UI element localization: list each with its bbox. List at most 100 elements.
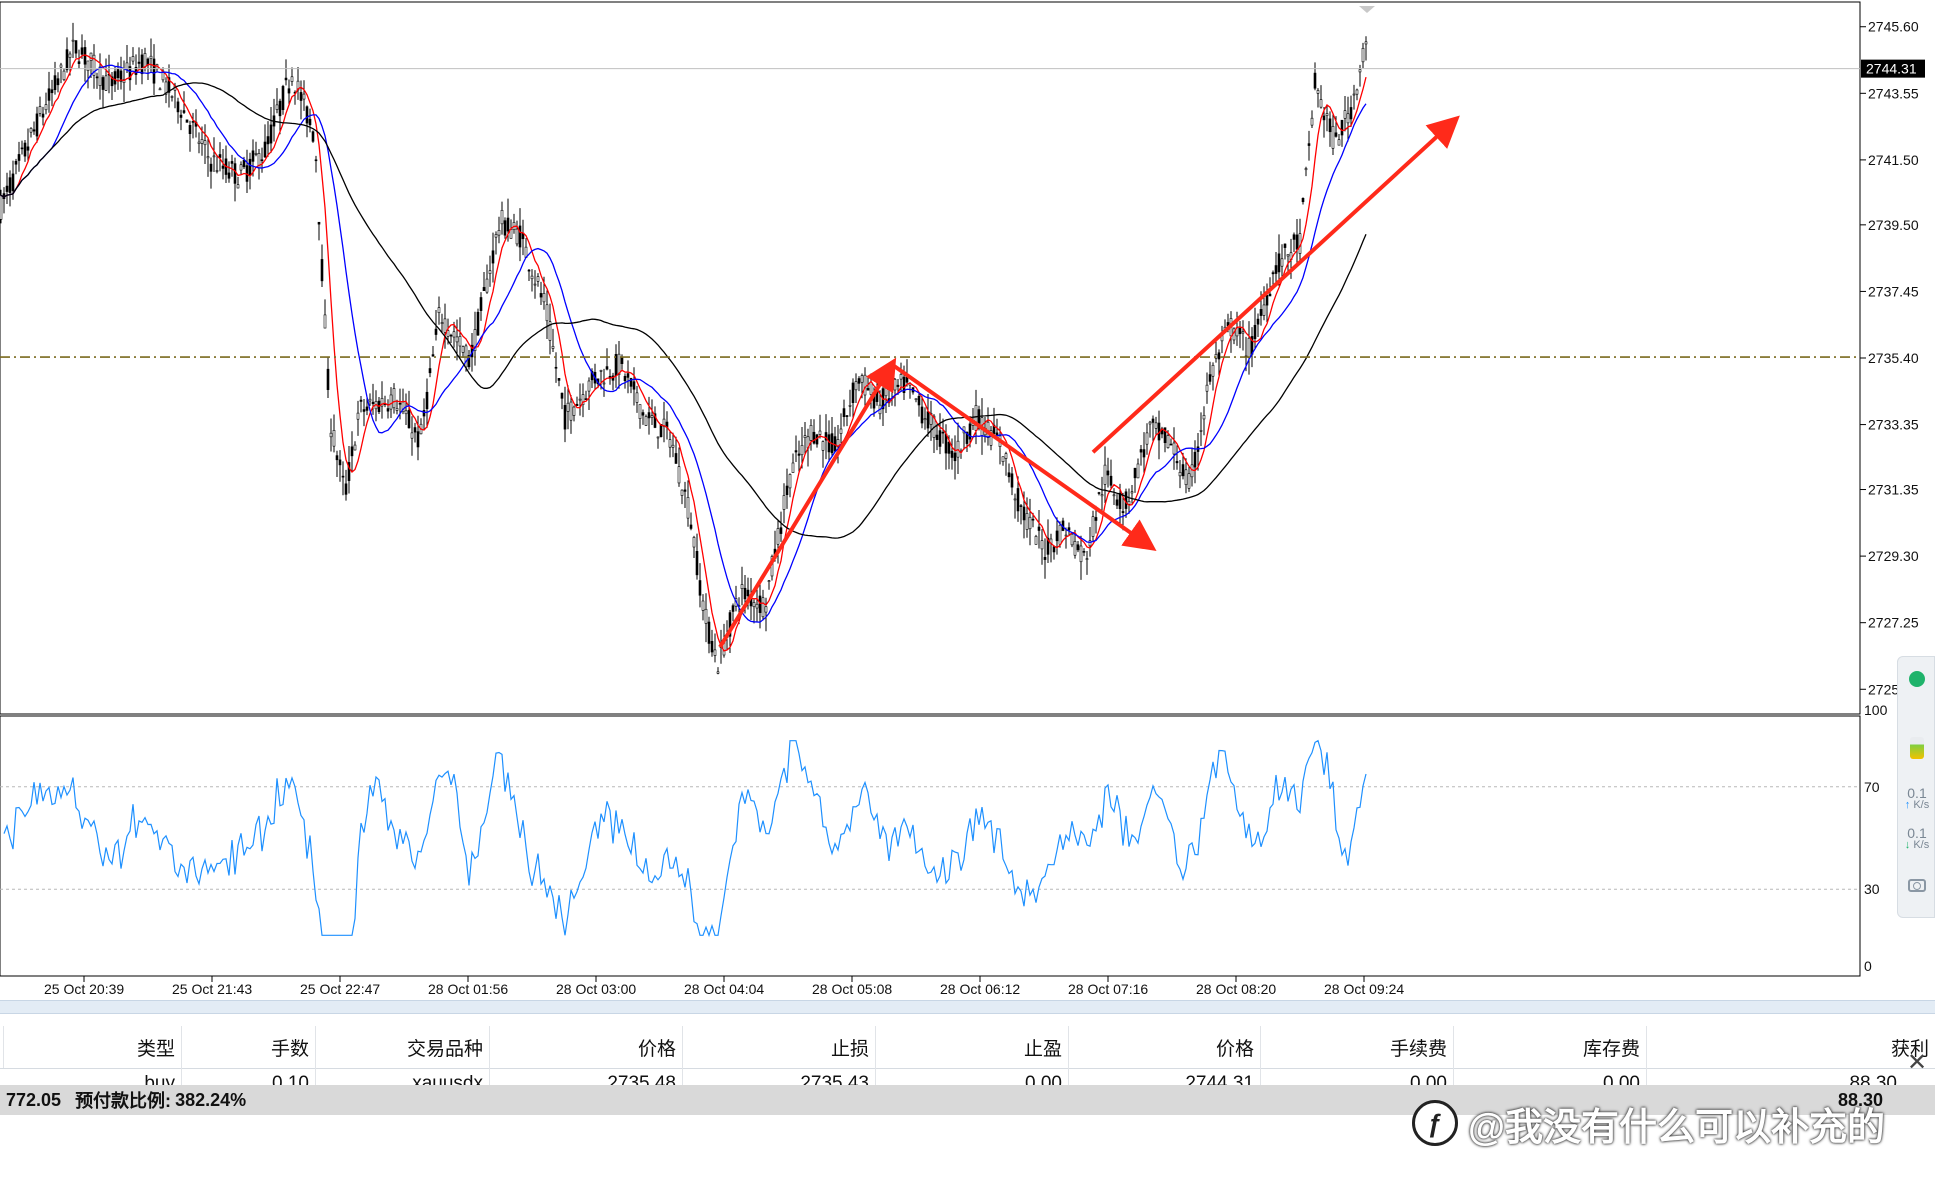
time-tick-label: 28 Oct 09:24 (1324, 981, 1404, 997)
candle-body (437, 307, 441, 313)
shift-marker-icon[interactable] (1359, 6, 1375, 13)
indicator-panel[interactable] (0, 715, 1861, 977)
signal-strength-icon[interactable] (1902, 737, 1932, 759)
candle-body (74, 40, 78, 54)
col-header-open-price[interactable]: 价格 (490, 1026, 683, 1068)
candle-body (1172, 442, 1176, 455)
col-header-volume[interactable]: 手数 (182, 1026, 316, 1068)
candle-body (812, 431, 816, 444)
time-tick-label: 28 Oct 07:16 (1068, 981, 1148, 997)
col-header-sl[interactable]: 止损 (683, 1026, 876, 1068)
price-tick-label: 2737.45 (1868, 283, 1919, 299)
candle-body (362, 409, 366, 412)
candle-body (698, 580, 702, 596)
candle-body (518, 225, 522, 248)
col-header-price[interactable]: 价格 (1069, 1026, 1261, 1068)
screenshot-camera-icon[interactable] (1902, 879, 1932, 892)
time-tick-label: 25 Oct 20:39 (44, 981, 124, 997)
time-tick-label: 28 Oct 05:08 (812, 981, 892, 997)
col-header-commission[interactable]: 手续费 (1261, 1026, 1454, 1068)
candle-body (422, 410, 426, 417)
candle-body (692, 537, 696, 548)
candle-body (443, 318, 447, 333)
candle-body (890, 387, 894, 391)
col-header-profit[interactable]: 获利 (1890, 1038, 1929, 1060)
candle-body (1280, 258, 1284, 267)
candle-body (227, 172, 231, 179)
candle-body (632, 381, 636, 390)
candle-body (1205, 384, 1209, 392)
candle-body (425, 391, 429, 410)
upload-rate-value: 0.1 (1907, 785, 1927, 801)
candle-body (947, 441, 951, 454)
candle-body (479, 297, 483, 311)
candle-body (1076, 544, 1080, 551)
candle-body (29, 128, 33, 133)
candle-body (371, 401, 375, 405)
candle-body (431, 354, 435, 357)
candle-body (251, 150, 255, 162)
candle-body (1034, 536, 1038, 545)
col-header-symbol[interactable]: 交易品种 (316, 1026, 490, 1068)
candle-body (1145, 432, 1149, 445)
panel-splitter[interactable] (0, 1000, 1935, 1014)
candle-body (308, 118, 312, 126)
candle-body (713, 649, 717, 656)
price-tick-label: 2735.40 (1868, 350, 1919, 366)
candle-body (530, 275, 534, 280)
candle-body (1040, 540, 1044, 550)
candle-body (1097, 492, 1101, 494)
candle-body (281, 86, 285, 111)
candle-body (1079, 545, 1083, 563)
close-position-icon[interactable]: ✕ (1906, 1049, 1928, 1076)
candle-body (35, 113, 39, 137)
balance-fragment: 772.05 (6, 1089, 62, 1110)
candle-body (1085, 558, 1089, 560)
candle-body (1058, 524, 1062, 545)
candle-body (1148, 421, 1152, 425)
candle-body (746, 589, 750, 597)
chart-area[interactable]: 2745.60 2743.55 2741.50 2739.50 2737.45 2735.… (0, 0, 1935, 1000)
candle-body (77, 61, 81, 64)
col-header-tp[interactable]: 止盈 (876, 1026, 1069, 1068)
candle-body (1139, 449, 1143, 453)
candle-body (731, 605, 735, 612)
price-tick-label: 2739.50 (1868, 217, 1919, 233)
candle-body (491, 250, 495, 264)
candle-body (1013, 498, 1017, 501)
candle-body (395, 408, 399, 411)
candle-body (182, 110, 186, 113)
candle-body (38, 106, 42, 114)
candle-body (893, 379, 897, 391)
candle-body (1106, 470, 1110, 476)
candle-body (566, 402, 570, 412)
candle-body (56, 78, 60, 86)
candle-body (818, 430, 822, 435)
trend-arrow[interactable] (1091, 115, 1460, 454)
candle-body (1310, 117, 1314, 126)
candle-body (995, 432, 999, 436)
candle-body (1052, 546, 1056, 553)
candle-body (1154, 422, 1158, 429)
candle-body (1022, 506, 1026, 521)
candle-body (65, 49, 69, 71)
candle-body (248, 158, 252, 176)
col-header-type[interactable]: 类型 (4, 1026, 182, 1068)
candle-body (473, 329, 477, 351)
trend-arrow[interactable] (890, 362, 1157, 551)
candle-body (578, 398, 582, 401)
candle-body (488, 270, 492, 274)
candle-body (71, 39, 75, 42)
candle-body (20, 147, 24, 150)
candle-body (581, 394, 585, 406)
trend-arrow[interactable] (718, 357, 897, 649)
candle-body (707, 621, 711, 644)
candle-body (503, 220, 507, 236)
candle-body (1307, 143, 1311, 146)
connection-status-icon[interactable] (1902, 671, 1932, 687)
candle-body (797, 453, 801, 456)
candle-body (941, 431, 945, 434)
col-header-swap[interactable]: 库存费 (1454, 1026, 1647, 1068)
candle-body (23, 142, 27, 157)
candle-body (1016, 488, 1020, 512)
